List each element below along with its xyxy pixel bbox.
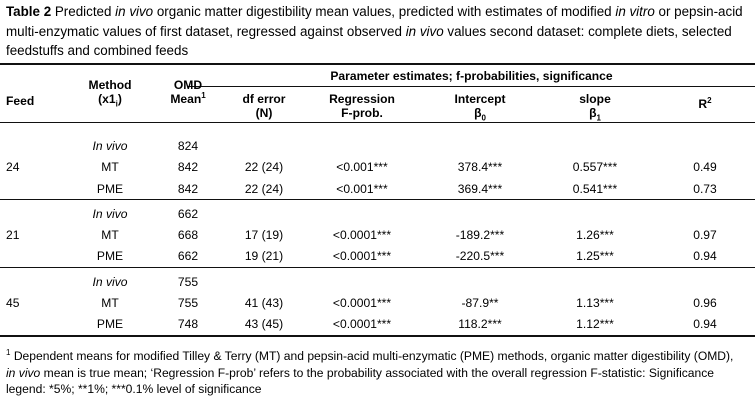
table-bottom-rule: [0, 335, 755, 337]
cell-method: In vivo: [92, 207, 128, 221]
cell-intercept: -189.2***: [455, 228, 505, 242]
cell-df: 19 (21): [244, 249, 284, 263]
table-caption: Table 2 Predicted in vivo organic matter…: [6, 2, 748, 61]
cell-df: 22 (24): [244, 182, 284, 196]
cell-method: In vivo: [92, 139, 128, 153]
table-top-rule: [0, 63, 755, 65]
cell-intercept: 369.4***: [457, 182, 503, 196]
cell-r2: 0.96: [693, 296, 717, 310]
caption-italic: in vivo: [405, 23, 444, 39]
cell-intercept: 118.2***: [458, 317, 502, 331]
cell-slope: 0.557***: [572, 160, 618, 174]
cell-method: MT: [101, 296, 119, 310]
cell-omd: 824: [177, 139, 199, 153]
header-bottom-rule: [0, 122, 755, 123]
cell-omd: 748: [177, 317, 199, 331]
cell-r2: 0.73: [693, 182, 717, 196]
cell-r2: 0.94: [693, 249, 717, 263]
cell-omd: 842: [177, 182, 199, 196]
cell-feed: 24: [6, 160, 20, 174]
header-parameter-group: Parameter estimates; f-probabilities, si…: [330, 69, 613, 83]
cell-omd: 668: [177, 228, 199, 242]
header-omd-mean: OMD Mean1: [170, 78, 206, 106]
cell-r2: 0.97: [693, 228, 717, 242]
cell-df: 17 (19): [244, 228, 284, 242]
cell-omd: 662: [177, 249, 199, 263]
cell-reg: <0.0001***: [332, 249, 392, 263]
group-divider-rule: [0, 199, 755, 200]
caption-text: or pepsin-acid multi-enzymatic values of…: [6, 4, 743, 39]
cell-df: 22 (24): [244, 160, 284, 174]
caption-italic: in vitro: [615, 4, 655, 19]
header-regression-fprob: Regression F-prob.: [329, 92, 395, 120]
header-feed: Feed: [6, 94, 35, 108]
cell-reg: <0.001***: [336, 160, 388, 174]
cell-method: PME: [96, 317, 124, 331]
cell-omd: 662: [177, 207, 199, 221]
header-intercept: Intercept β0: [454, 92, 506, 123]
cell-df: 41 (43): [244, 296, 284, 310]
group-divider-rule: [0, 267, 755, 268]
footnote-italic: in vivo: [6, 365, 41, 380]
footnote-text: Dependent means for modified Tilley & Te…: [10, 349, 734, 363]
cell-method: PME: [96, 182, 124, 196]
cell-reg: <0.0001***: [332, 228, 392, 242]
cell-r2: 0.49: [693, 160, 717, 174]
caption-text: Predicted: [51, 4, 116, 19]
cell-omd: 842: [177, 160, 199, 174]
group-header-rule: [188, 86, 755, 87]
cell-method: MT: [101, 160, 119, 174]
cell-r2: 0.94: [693, 317, 717, 331]
cell-intercept: 378.4***: [457, 160, 503, 174]
cell-reg: <0.0001***: [332, 296, 392, 310]
table-footnote: 1 Dependent means for modified Tilley & …: [6, 348, 746, 398]
cell-feed: 45: [6, 296, 20, 310]
header-r-squared: R2: [698, 95, 712, 111]
cell-slope: 1.12***: [576, 317, 614, 331]
cell-omd: 755: [177, 275, 199, 289]
footnote-text: mean is true mean; ‘Regression F-prob’ r…: [6, 365, 715, 397]
cell-df: 43 (45): [244, 317, 284, 331]
cell-reg: <0.001***: [336, 182, 388, 196]
cell-slope: 0.541***: [572, 182, 618, 196]
cell-feed: 21: [6, 228, 20, 242]
header-slope: slope β1: [579, 92, 611, 123]
caption-text: organic matter digestibility mean values…: [153, 4, 616, 19]
header-df-error: df error (N): [242, 92, 286, 120]
cell-intercept: -220.5***: [455, 249, 505, 263]
caption-italic: in vivo: [115, 4, 154, 19]
table-label: Table 2: [6, 4, 52, 19]
caption-text: values second dataset: complete diets, s…: [6, 23, 732, 59]
footnote-marker: 1: [6, 347, 11, 357]
header-method: Method (x1i): [88, 78, 132, 109]
cell-method: PME: [96, 249, 124, 263]
cell-slope: 1.25***: [576, 249, 614, 263]
cell-intercept: -87.9**: [461, 296, 499, 310]
cell-reg: <0.0001***: [332, 317, 392, 331]
cell-method: In vivo: [92, 275, 128, 289]
cell-omd: 755: [177, 296, 199, 310]
cell-slope: 1.13***: [576, 296, 614, 310]
cell-method: MT: [101, 228, 119, 242]
cell-slope: 1.26***: [576, 228, 614, 242]
